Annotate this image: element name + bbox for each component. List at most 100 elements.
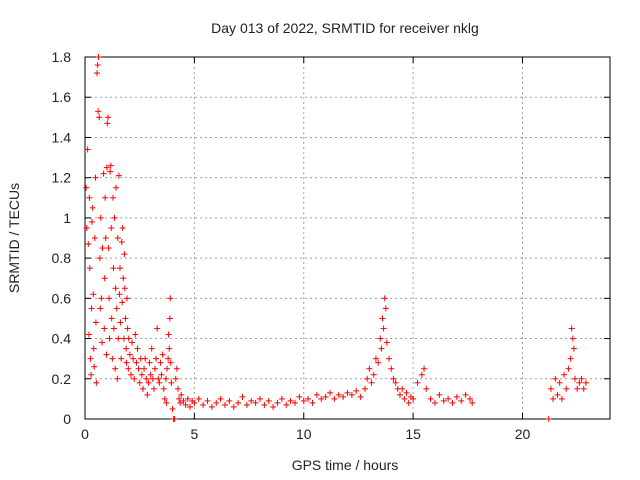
data-point (129, 339, 136, 346)
data-point (110, 265, 117, 272)
data-point (167, 359, 174, 366)
data-point (124, 325, 131, 332)
data-point (410, 395, 417, 402)
data-point (270, 403, 277, 410)
data-point (93, 379, 100, 386)
data-point (172, 375, 179, 382)
data-point (574, 385, 581, 392)
data-point (379, 315, 386, 322)
data-point (89, 218, 95, 225)
data-point (112, 365, 119, 372)
data-point (123, 359, 130, 366)
data-point (96, 114, 103, 121)
data-point (399, 385, 406, 392)
data-point (118, 355, 125, 362)
data-point (134, 345, 141, 352)
x-tick-label: 5 (190, 426, 198, 442)
data-point (217, 395, 224, 402)
data-point (111, 214, 118, 221)
data-point (453, 393, 460, 400)
data-point (565, 365, 572, 372)
data-point (166, 315, 173, 322)
grid (85, 57, 610, 419)
data-point (116, 291, 123, 298)
data-point (133, 359, 140, 366)
data-point (469, 399, 476, 406)
data-point (121, 251, 128, 258)
data-point (110, 194, 116, 201)
x-tick-label: 20 (515, 426, 531, 442)
data-point (344, 389, 351, 396)
data-point (195, 395, 202, 402)
data-point (87, 355, 94, 362)
data-point (112, 285, 119, 292)
data-point (106, 335, 113, 342)
data-point (364, 375, 371, 382)
y-tick-label: 1.6 (52, 89, 72, 105)
data-point (106, 295, 113, 302)
data-point (287, 397, 294, 404)
data-point (401, 395, 408, 402)
data-point (403, 389, 410, 396)
data-point (550, 395, 557, 402)
data-point (174, 385, 181, 392)
data-point (89, 204, 96, 211)
data-point (125, 365, 132, 372)
data-point (162, 375, 169, 382)
data-point (580, 385, 587, 392)
data-point (139, 385, 146, 392)
axis-ticks: 0 5 10 15 20 0 0.2 0.4 0.6 0.8 1 1.2 1.4 1.6 1.8 (52, 49, 610, 442)
data-point (292, 399, 298, 406)
data-point (335, 391, 342, 398)
data-point (200, 401, 207, 408)
chart-title: Day 013 of 2022, SRMTID for receiver nkl… (211, 20, 479, 36)
data-point (265, 397, 272, 404)
data-point (132, 331, 139, 338)
data-point (98, 295, 105, 302)
data-point (83, 224, 90, 231)
data-point (327, 389, 333, 396)
data-point (440, 397, 447, 404)
data-point (148, 345, 155, 352)
data-point (92, 319, 99, 326)
data-point (568, 325, 575, 332)
data-point (125, 335, 132, 342)
y-tick-label: 0.8 (52, 250, 72, 266)
data-point (445, 395, 452, 402)
data-point (370, 371, 377, 378)
data-point (118, 239, 125, 246)
data-point (119, 299, 126, 306)
data-point (436, 391, 443, 398)
data-point (576, 379, 583, 386)
data-point (423, 385, 430, 392)
data-point (107, 168, 114, 175)
data-point (392, 379, 399, 386)
data-point (88, 305, 95, 312)
data-point (164, 365, 171, 372)
data-point (135, 365, 142, 372)
data-point (383, 339, 390, 346)
data-point (97, 214, 104, 221)
data-point (108, 315, 115, 322)
data-point (99, 339, 106, 346)
data-point (388, 365, 395, 372)
data-point (235, 399, 242, 406)
data-point (121, 285, 128, 292)
data-points (83, 54, 589, 422)
y-tick-label: 0.4 (52, 331, 72, 347)
data-point (248, 397, 255, 404)
data-point (131, 375, 138, 382)
x-tick-label: 10 (296, 426, 312, 442)
data-point (122, 315, 129, 322)
data-point (239, 393, 246, 400)
data-point (158, 371, 165, 378)
data-point (274, 399, 281, 406)
data-point (222, 401, 228, 408)
data-point (176, 395, 183, 402)
data-point (83, 184, 90, 191)
data-point (96, 255, 103, 262)
data-point (340, 393, 347, 400)
data-point (380, 325, 387, 332)
data-point (91, 235, 98, 241)
data-point (156, 379, 163, 386)
